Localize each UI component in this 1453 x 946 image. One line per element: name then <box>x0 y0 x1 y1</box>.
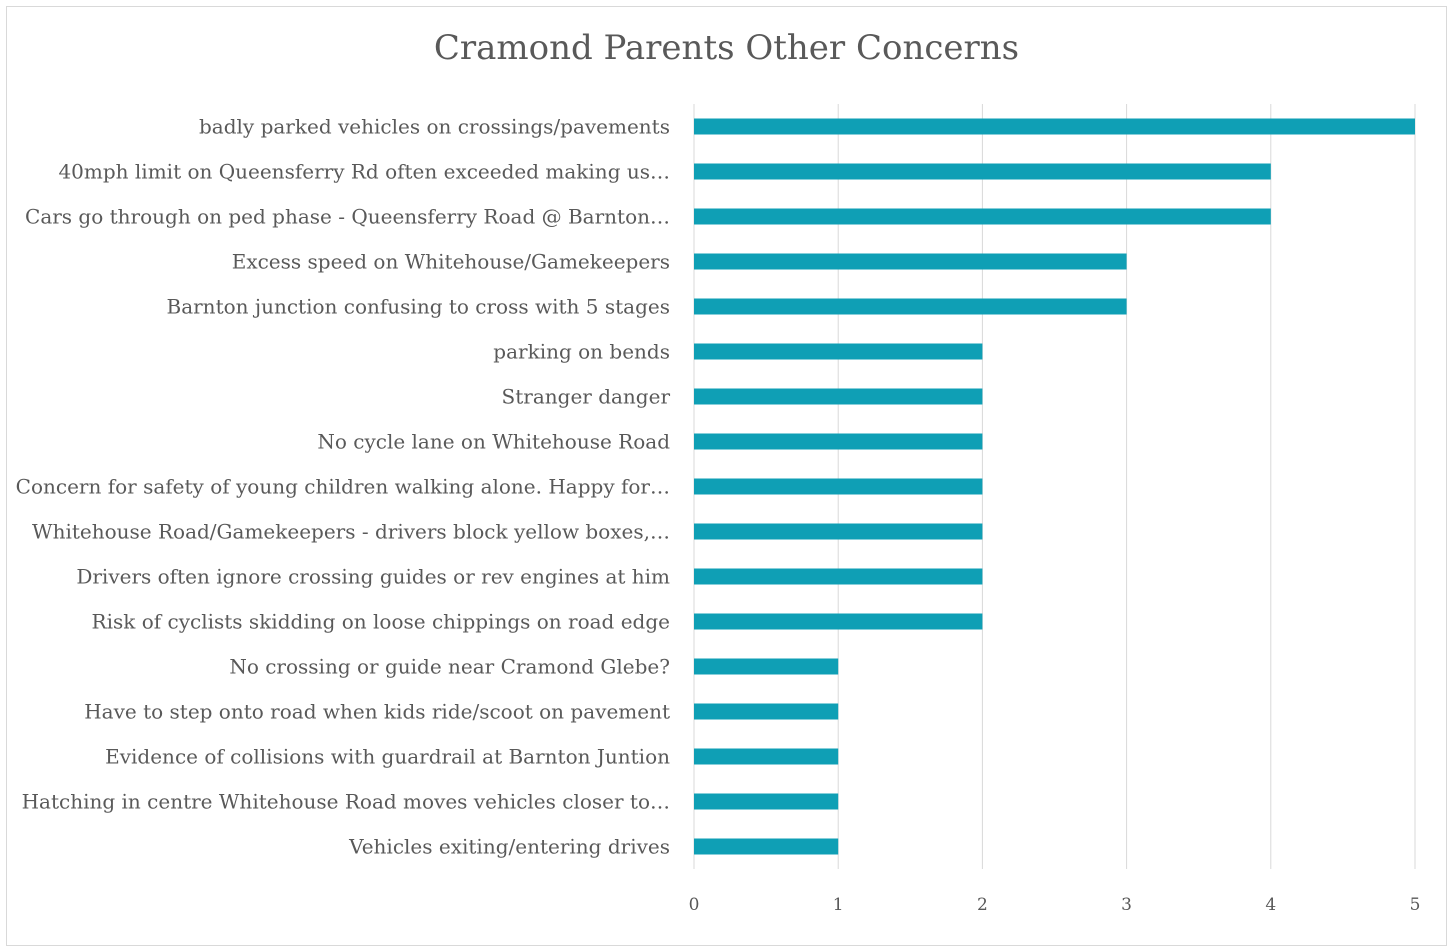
bar <box>694 163 1271 180</box>
category-label: Excess speed on Whitehouse/Gamekeepers <box>232 250 670 274</box>
x-tick-label: 4 <box>1265 895 1276 915</box>
bar <box>694 343 983 360</box>
bar <box>694 208 1271 225</box>
x-tick-label: 5 <box>1410 895 1421 915</box>
category-label: Have to step onto road when kids ride/sc… <box>84 700 670 724</box>
bar <box>694 523 983 540</box>
x-tick-label: 0 <box>689 895 700 915</box>
x-tick-label: 2 <box>977 895 988 915</box>
category-label: Whitehouse Road/Gamekeepers - drivers bl… <box>32 520 670 544</box>
category-label: Cars go through on ped phase - Queensfer… <box>25 205 670 229</box>
category-label: badly parked vehicles on crossings/pavem… <box>199 115 670 139</box>
x-tick-label: 1 <box>833 895 844 915</box>
bar <box>694 478 983 495</box>
bar <box>694 433 983 450</box>
x-tick-labels: 0 1 2 3 4 5 <box>689 895 1421 915</box>
bar <box>694 298 1127 315</box>
category-label: No crossing or guide near Cramond Glebe? <box>229 655 670 679</box>
bars <box>694 118 1415 855</box>
x-tick-label: 3 <box>1121 895 1132 915</box>
bar <box>694 703 839 720</box>
category-labels: badly parked vehicles on crossings/pavem… <box>16 115 671 859</box>
bar <box>694 568 983 585</box>
bar <box>694 748 839 765</box>
bar <box>694 658 839 675</box>
bar <box>694 118 1415 135</box>
category-label: parking on bends <box>493 340 670 364</box>
bar <box>694 838 839 855</box>
category-label: Evidence of collisions with guardrail at… <box>105 745 670 769</box>
bar <box>694 253 1127 270</box>
category-label: Barnton junction confusing to cross with… <box>167 295 671 319</box>
category-label: Hatching in centre Whitehouse Road moves… <box>22 790 670 814</box>
category-label: No cycle lane on Whitehouse Road <box>317 430 670 454</box>
category-label: Risk of cyclists skidding on loose chipp… <box>92 610 670 634</box>
category-label: Drivers often ignore crossing guides or … <box>76 565 670 589</box>
chart-title: Cramond Parents Other Concerns <box>433 28 1020 68</box>
category-label: 40mph limit on Queensferry Rd often exce… <box>58 160 670 184</box>
category-label: Vehicles exiting/entering drives <box>348 835 670 859</box>
category-label: Concern for safety of young children wal… <box>16 475 670 499</box>
chart-frame <box>6 6 1447 946</box>
bar <box>694 613 983 630</box>
bar <box>694 388 983 405</box>
bar <box>694 793 839 810</box>
category-label: Stranger danger <box>502 385 671 409</box>
